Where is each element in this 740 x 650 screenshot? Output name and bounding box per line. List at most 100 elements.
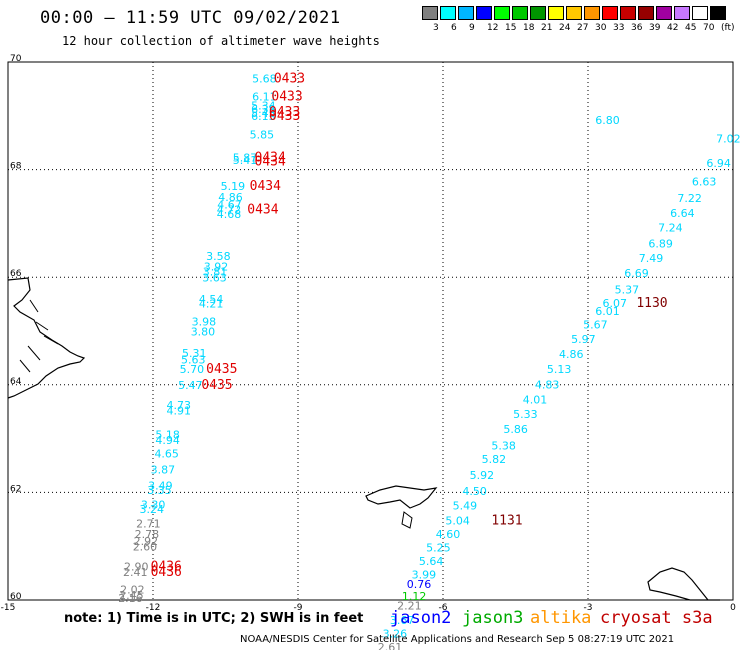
wave-height-value: 3.35	[147, 484, 172, 497]
wave-height-value: 5.13	[547, 363, 572, 376]
x-tick-label: -3	[584, 603, 593, 613]
wave-height-value: 2.60	[133, 541, 158, 554]
wave-height-value: 4.21	[199, 297, 224, 310]
scale-label: 33	[613, 23, 625, 33]
scale-label: 30	[595, 23, 607, 33]
wave-height-value: 6.69	[624, 267, 649, 280]
satellite-altika: altika	[530, 608, 592, 628]
scale-label: 9	[469, 23, 475, 33]
x-tick-label: -6	[439, 603, 448, 613]
wave-height-value: 2.16	[118, 592, 143, 605]
norway-coast	[647, 567, 720, 601]
wave-height-value: 5.85	[250, 128, 275, 141]
scale-label: 39	[649, 23, 661, 33]
scale-label: 6	[451, 23, 457, 33]
scale-label: 27	[577, 23, 589, 33]
coastlines	[7, 277, 720, 601]
wave-height-value: 7.22	[677, 192, 702, 205]
scale-label: 36	[631, 23, 643, 33]
wave-height-value: 4.73	[167, 399, 192, 412]
wave-height-value: 5.19	[221, 180, 246, 193]
scale-swatch	[512, 6, 528, 20]
scale-label: 18	[523, 23, 535, 33]
wave-height-value: 2.90	[124, 560, 149, 573]
scale-swatch	[584, 6, 600, 20]
wave-height-value: 5.37	[615, 283, 640, 296]
wave-height-points: 5.68 6.115.346.355.456.13 5.85 5.875.41 5.19…	[118, 72, 740, 650]
wave-height-value: 4.68	[217, 208, 242, 221]
wave-height-value: 7.02	[716, 133, 740, 146]
wave-height-value: 2.71	[136, 517, 161, 530]
wave-height-value: 2.61	[378, 641, 403, 650]
wave-height-value: 5.41	[233, 154, 258, 167]
wave-height-value: 6.94	[706, 157, 731, 170]
scale-swatch	[440, 6, 456, 20]
pass-time: 0434	[255, 151, 286, 166]
y-tick-label: 62	[10, 484, 21, 494]
pass-time: 1130	[636, 296, 667, 311]
scale-label: 42	[667, 23, 679, 33]
wave-height-value: 0.76	[407, 578, 432, 591]
wave-height-value: 3.58	[206, 250, 231, 263]
wave-height-value: 4.83	[535, 379, 560, 392]
wave-height-value: 6.80	[595, 114, 620, 127]
y-tick-label: 64	[10, 377, 22, 387]
plot-frame	[7, 61, 734, 601]
wave-height-value: 5.34	[251, 99, 276, 112]
x-tick-label: -12	[146, 603, 161, 613]
wave-height-value: 5.86	[503, 423, 527, 436]
scale-swatch	[638, 6, 654, 20]
pass-time: 0433	[274, 71, 305, 86]
wave-height-value: 4.54	[199, 293, 224, 306]
credit-text: NOAA/NESDIS Center for Satellite Applica…	[240, 634, 675, 645]
faroe-islet	[401, 511, 413, 529]
wave-height-value: 6.07	[603, 297, 628, 310]
wave-height-value: 3.98	[192, 316, 217, 329]
wave-height-value: 4.67	[217, 198, 242, 211]
wave-height-value: 5.63	[181, 353, 206, 366]
scale-swatch	[422, 6, 438, 20]
scale-label: 70	[703, 23, 715, 33]
wave-height-value: 3.26	[383, 628, 408, 641]
scale-label: 12	[487, 23, 499, 33]
scale-swatch	[566, 6, 582, 20]
wave-height-value: 3.24	[139, 503, 164, 516]
scale-swatch	[494, 6, 510, 20]
wave-height-value: 5.82	[482, 453, 507, 466]
wave-height-value: 3.99	[412, 568, 437, 581]
greenland-fjords	[19, 299, 59, 373]
pass-time: 0434	[247, 203, 278, 218]
wave-height-value: 5.04	[445, 515, 470, 528]
wave-height-value: 4.94	[155, 434, 180, 447]
wave-height-value: 6.01	[595, 305, 620, 318]
pass-time: 0435	[206, 362, 237, 377]
grid-lines	[8, 62, 733, 600]
wave-height-value: 7.49	[639, 252, 664, 265]
y-tick-label: 70	[10, 54, 22, 64]
pass-time-labels: 0433043304330433043404340434043404350435…	[151, 71, 668, 579]
wave-height-value: 5.31	[182, 347, 207, 360]
scale-swatch	[602, 6, 618, 20]
pass-time: 0433	[271, 90, 302, 105]
wave-height-value: 5.45	[251, 107, 276, 120]
wave-height-value: 2.21	[397, 600, 422, 613]
scale-swatch	[692, 6, 708, 20]
wave-height-value: 3.30	[141, 499, 166, 512]
wave-height-value: 5.33	[513, 408, 538, 421]
wave-height-value: 2.45	[119, 589, 143, 602]
wave-height-value: 7.24	[658, 221, 683, 234]
scale-label: 3	[433, 23, 439, 33]
wave-height-value: 3.80	[191, 325, 216, 338]
wave-height-value: 3.63	[202, 272, 227, 285]
wave-height-value: 5.18	[155, 429, 180, 442]
scale-swatch	[656, 6, 672, 20]
scale-label: 45	[685, 23, 697, 33]
wave-height-value: 1.12	[402, 590, 427, 603]
wave-height-value: 3.87	[151, 464, 176, 477]
wave-height-value: 3.49	[148, 480, 173, 493]
satellite-cryosat-s3a: cryosat s3a	[600, 608, 713, 628]
scale-swatch	[476, 6, 492, 20]
wave-height-value: 4.65	[154, 447, 179, 460]
faroe-islands	[365, 485, 438, 509]
